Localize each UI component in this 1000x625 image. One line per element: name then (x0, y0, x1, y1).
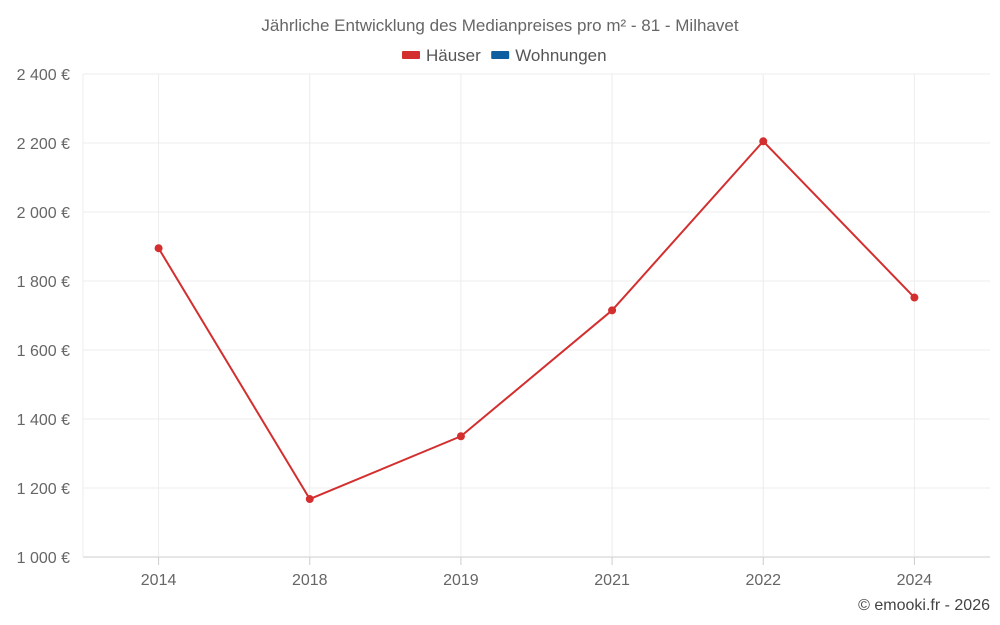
x-tick-label: 2014 (141, 572, 177, 589)
y-tick-label: 1 200 € (17, 481, 70, 498)
y-tick-label: 2 000 € (17, 205, 70, 222)
data-point (456, 432, 465, 441)
data-point (154, 244, 163, 253)
data-point (759, 137, 768, 146)
y-tick-label: 2 200 € (17, 136, 70, 153)
y-tick-label: 1 600 € (17, 343, 70, 360)
credit: © emooki.fr - 2026 (858, 597, 990, 614)
legend-label: Wohnungen (515, 46, 606, 65)
y-tick-label: 1 000 € (17, 550, 70, 567)
x-tick-label: 2019 (443, 572, 479, 589)
legend-item: Wohnungen (491, 46, 607, 65)
legend-swatch (402, 51, 420, 59)
x-tick-label: 2021 (594, 572, 630, 589)
data-point (305, 495, 314, 504)
chart-title: Jährliche Entwicklung des Medianpreises … (261, 16, 738, 35)
x-tick-label: 2022 (745, 572, 781, 589)
y-tick-label: 2 400 € (17, 67, 70, 84)
legend: Häuser Wohnungen (402, 46, 607, 65)
y-tick-label: 1 400 € (17, 412, 70, 429)
legend-label: Häuser (426, 46, 481, 65)
x-axis: 2014 2018 2019 2021 2022 2024 (141, 557, 933, 589)
grid (82, 73, 990, 558)
series-line-Häuser (157, 140, 916, 501)
data-point (910, 293, 919, 302)
series-layer (154, 137, 919, 504)
x-tick-label: 2024 (897, 572, 933, 589)
y-tick-label: 1 800 € (17, 274, 70, 291)
legend-item: Häuser (402, 46, 481, 65)
data-point (608, 306, 617, 315)
y-axis: 1 000 € 1 200 € 1 400 € 1 600 € 1 800 € 2 000… (17, 67, 70, 567)
x-tick-label: 2018 (292, 572, 328, 589)
legend-swatch (491, 51, 510, 59)
